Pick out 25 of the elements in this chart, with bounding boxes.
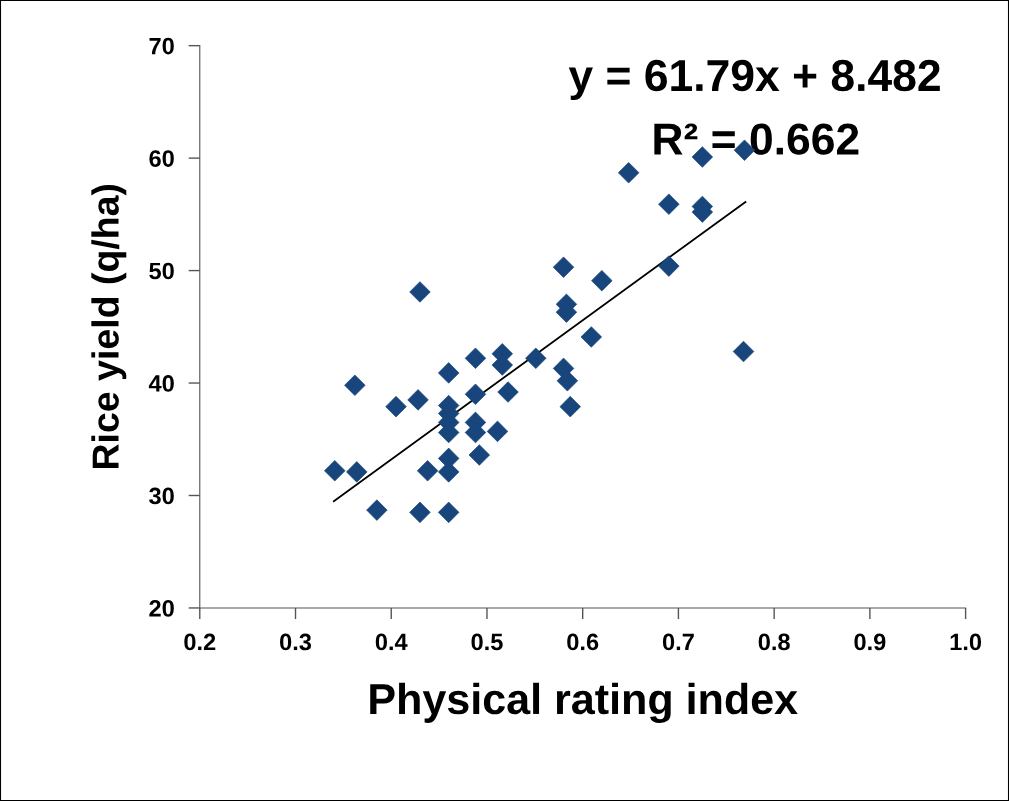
y-tick-label: 30: [149, 487, 174, 505]
x-tick-label: 0.5: [471, 633, 503, 651]
y-tick-label: 70: [149, 37, 174, 55]
annotation: R² = 0.662: [654, 123, 859, 155]
annotation: y = 61.79x + 8.482: [568, 59, 940, 101]
x-tick-label: 0.9: [854, 633, 886, 651]
x-tick-label: 1.0: [950, 633, 982, 651]
y-tick-label: 50: [149, 262, 174, 280]
x-tick-label: 0.7: [662, 633, 694, 651]
x-axis-title: Physical rating index: [370, 682, 798, 724]
y-axis-title: Rice yield (q/ha): [91, 184, 127, 469]
y-tick-label: 40: [148, 375, 174, 392]
x-tick-label: 0.6: [567, 633, 599, 651]
point: [416, 460, 439, 482]
point: [559, 396, 581, 418]
x-tick-label: 0.3: [280, 633, 312, 651]
x-tick-label: 0.2: [184, 633, 216, 651]
x-tick-label: 0.8: [758, 633, 790, 651]
y-tick-label: 20: [149, 600, 174, 617]
point: [438, 362, 460, 384]
point: [464, 347, 487, 369]
point: [556, 370, 579, 392]
point: [407, 389, 429, 411]
x-tick-label: 0.4: [375, 633, 408, 651]
y-tick-label: 60: [149, 150, 174, 167]
